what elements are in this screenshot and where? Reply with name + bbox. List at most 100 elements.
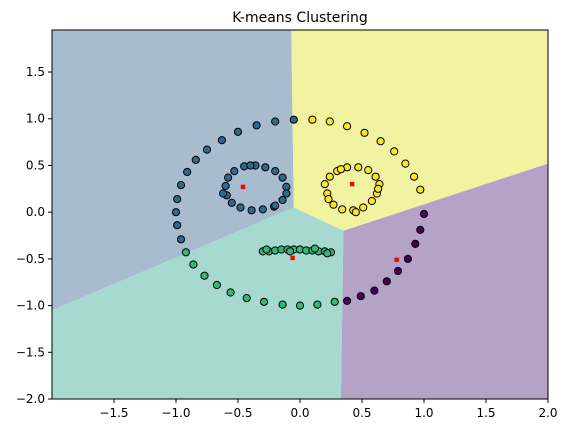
point-cluster-1 [191, 155, 200, 164]
x-tick-label: 2.0 [538, 406, 557, 420]
point-cluster-3 [329, 200, 338, 209]
data-points [171, 115, 429, 310]
point-cluster-2 [330, 297, 339, 306]
point-cluster-1 [278, 195, 287, 205]
point-cluster-0 [356, 292, 365, 301]
point-cluster-3 [360, 128, 369, 137]
x-tick-label: −1.0 [161, 406, 190, 420]
point-cluster-2 [259, 297, 269, 306]
point-cluster-2 [286, 247, 295, 256]
centroid-3 [349, 181, 355, 187]
point-cluster-1 [176, 181, 186, 190]
point-cluster-3 [324, 195, 333, 204]
point-cluster-1 [171, 208, 181, 217]
point-cluster-3 [325, 117, 334, 126]
x-tick-label: 0.5 [352, 406, 371, 420]
point-cluster-1 [230, 167, 239, 176]
point-cluster-3 [359, 203, 368, 212]
point-cluster-2 [295, 301, 305, 310]
x-tick-label: 1.5 [476, 406, 495, 420]
point-cluster-1 [261, 163, 270, 172]
decision-regions [52, 30, 548, 399]
point-cluster-3 [308, 115, 317, 124]
y-tick-label: −2.0 [16, 392, 45, 406]
point-cluster-2 [313, 300, 322, 309]
point-cluster-0 [370, 286, 379, 295]
point-cluster-3 [410, 172, 419, 181]
point-cluster-2 [181, 248, 190, 257]
point-cluster-0 [403, 254, 412, 263]
point-cluster-1 [217, 136, 226, 145]
point-cluster-0 [393, 266, 403, 276]
point-cluster-1 [221, 181, 230, 191]
point-cluster-1 [271, 167, 280, 176]
point-cluster-3 [390, 147, 399, 156]
region-cluster-0 [340, 163, 548, 399]
y-axis: −2.0 −1.5 −1.0 −0.5 0.0 0.5 1.0 1.5 [16, 65, 52, 406]
point-cluster-3 [374, 184, 383, 193]
point-cluster-0 [416, 225, 425, 234]
point-cluster-3 [325, 172, 334, 181]
point-cluster-3 [343, 122, 352, 131]
x-tick-label: −1.5 [99, 406, 128, 420]
chart-title: K-means Clustering [232, 10, 368, 26]
point-cluster-1 [289, 115, 298, 124]
point-cluster-3 [367, 196, 376, 206]
point-cluster-2 [278, 300, 287, 309]
point-cluster-1 [246, 161, 255, 170]
region-cluster-1 [52, 30, 294, 311]
y-tick-label: 1.5 [26, 65, 45, 79]
point-cluster-0 [343, 296, 352, 305]
point-cluster-0 [419, 209, 429, 219]
point-cluster-1 [271, 117, 280, 126]
point-cluster-3 [401, 159, 410, 168]
point-cluster-1 [233, 127, 243, 136]
region-cluster-2 [52, 207, 344, 399]
point-cluster-0 [411, 239, 420, 248]
point-cluster-1 [173, 221, 182, 230]
x-tick-label: 1.0 [414, 406, 433, 420]
point-cluster-1 [271, 201, 280, 210]
y-tick-label: 1.0 [26, 112, 45, 126]
x-tick-label: −0.5 [223, 406, 252, 420]
point-cluster-1 [224, 173, 233, 182]
point-cluster-3 [338, 205, 347, 214]
point-cluster-2 [242, 294, 251, 303]
point-cluster-1 [173, 195, 182, 204]
centroid-0 [394, 257, 399, 262]
point-cluster-3 [354, 163, 363, 172]
point-cluster-1 [227, 198, 236, 207]
point-cluster-0 [382, 277, 391, 286]
point-cluster-1 [202, 145, 212, 154]
point-cluster-1 [183, 167, 192, 177]
point-cluster-1 [282, 189, 291, 198]
y-tick-label: 0.0 [26, 205, 45, 219]
region-cluster-3 [291, 30, 548, 231]
point-cluster-1 [258, 205, 267, 214]
centroid-2 [290, 255, 295, 261]
point-cluster-2 [310, 244, 319, 253]
point-cluster-3 [336, 165, 345, 174]
y-tick-label: −1.5 [16, 345, 45, 359]
point-cluster-3 [416, 185, 425, 194]
point-cluster-2 [189, 260, 198, 269]
centroid-1 [240, 184, 246, 190]
point-cluster-3 [320, 180, 329, 189]
point-cluster-3 [376, 137, 385, 146]
y-tick-label: −0.5 [16, 252, 45, 266]
centroids [240, 181, 399, 262]
point-cluster-1 [252, 121, 261, 130]
point-cluster-3 [364, 166, 373, 175]
point-cluster-2 [200, 271, 209, 280]
point-cluster-1 [247, 206, 256, 215]
point-cluster-2 [212, 280, 221, 290]
point-cluster-1 [219, 189, 228, 198]
point-cluster-3 [371, 172, 380, 181]
x-tick-label: 0.0 [290, 406, 309, 420]
point-cluster-1 [236, 203, 245, 212]
point-cluster-3 [351, 208, 360, 217]
x-axis: −1.5 −1.0 −0.5 0.0 0.5 1.0 1.5 2.0 [99, 399, 558, 420]
point-cluster-2 [262, 245, 271, 254]
y-tick-label: −1.0 [16, 299, 45, 313]
